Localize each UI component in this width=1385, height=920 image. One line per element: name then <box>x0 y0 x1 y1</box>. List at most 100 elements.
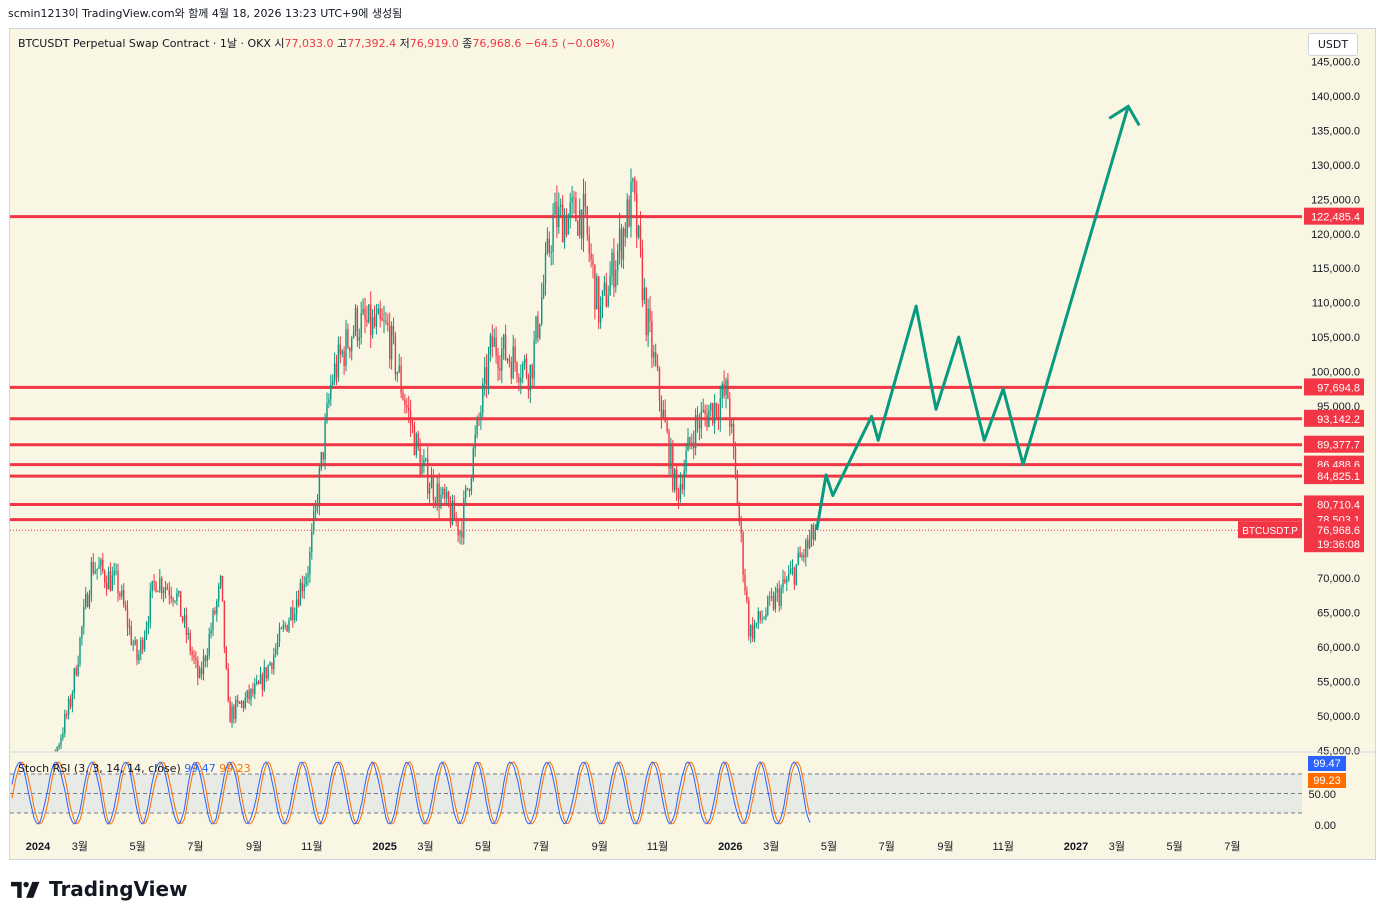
candle-body <box>394 335 397 375</box>
candle-body <box>586 207 588 235</box>
candle-body <box>237 699 239 702</box>
candle-body <box>107 571 110 590</box>
candle-body <box>206 655 208 662</box>
candle-body <box>510 361 512 379</box>
candle-body <box>396 372 398 375</box>
candle-body <box>60 737 62 746</box>
level-label-text: 80,710.4 <box>1317 499 1360 511</box>
candle-body <box>370 304 372 336</box>
candle-body <box>603 282 606 291</box>
candle-body <box>326 403 328 422</box>
candle-body <box>142 639 144 650</box>
candle-body <box>575 198 577 222</box>
candle-body <box>628 199 630 227</box>
candle-body <box>780 587 782 606</box>
y-tick-label: 145,000.0 <box>1311 57 1360 69</box>
candle-body <box>748 600 750 637</box>
candle-body <box>73 668 75 694</box>
candle-body <box>58 745 60 748</box>
stoch-legend: Stoch RSI (3, 3, 14, 14, close) 99.47 99… <box>18 762 251 775</box>
candle-body <box>763 618 765 620</box>
level-label-text: 93,142.2 <box>1317 414 1360 426</box>
candle-body <box>485 367 488 386</box>
candle-body <box>381 318 383 321</box>
level-label-text: 84,825.1 <box>1317 471 1360 483</box>
candle-body <box>176 593 178 601</box>
candle-body <box>313 511 315 532</box>
candle-body <box>784 579 786 583</box>
countdown-label: 19:36:08 <box>1317 539 1360 551</box>
candle-body <box>214 610 216 614</box>
candle-body <box>729 398 731 427</box>
x-tick-label: 9월 <box>937 840 953 853</box>
candle-body <box>86 594 89 607</box>
candle-body <box>793 567 796 585</box>
candle-body <box>601 290 604 306</box>
tradingview-logo[interactable]: TradingView <box>11 877 188 901</box>
candle-body <box>415 433 417 456</box>
candle-body <box>288 620 290 632</box>
x-tick-label: 3월 <box>72 840 88 853</box>
candle-body <box>383 320 385 322</box>
candle-body <box>411 424 414 426</box>
x-tick-label: 11월 <box>647 840 669 853</box>
candle-body <box>556 201 558 228</box>
candle-body <box>67 698 70 715</box>
candle-body <box>303 584 305 592</box>
candle-body <box>294 614 296 621</box>
candle-body <box>474 434 476 449</box>
candle-body <box>683 470 685 490</box>
currency-button[interactable]: USDT <box>1308 33 1358 56</box>
candle-body <box>373 317 376 326</box>
candle-body <box>174 600 176 602</box>
brand-name: TradingView <box>49 877 188 901</box>
candle-body <box>446 491 448 499</box>
candle-body <box>375 314 378 326</box>
candle-body <box>115 570 117 572</box>
candle-body <box>90 561 93 596</box>
candle-body <box>706 414 708 427</box>
candle-body <box>105 582 108 590</box>
candle-body <box>81 626 83 638</box>
symbol-name[interactable]: BTCUSDT Perpetual Swap Contract · 1날 · O… <box>18 37 271 50</box>
x-tick-label: 3월 <box>417 840 433 853</box>
candle-body <box>571 197 573 203</box>
candle-body <box>187 632 189 635</box>
candle-body <box>465 487 467 498</box>
candle-body <box>324 421 326 460</box>
candle-body <box>250 688 252 700</box>
candle-body <box>461 531 463 538</box>
candle-body <box>740 521 742 534</box>
candle-body <box>358 337 360 341</box>
candle-body <box>577 221 579 236</box>
candle-body <box>637 225 640 238</box>
candle-body <box>755 622 758 625</box>
candle-body <box>404 399 406 406</box>
stoch-label[interactable]: Stoch RSI (3, 3, 14, 14, close) <box>18 762 181 775</box>
candle-body <box>341 351 343 355</box>
close-label: 종 <box>462 37 473 50</box>
projection-arrowhead <box>1108 104 1141 127</box>
x-tick-label: 3월 <box>763 840 779 853</box>
candle-body <box>468 489 471 492</box>
candle-body <box>710 403 712 411</box>
candle-body <box>466 487 469 490</box>
candle-body <box>660 400 663 418</box>
x-tick-label: 2025 <box>372 841 396 853</box>
stoch-d-line <box>11 761 811 825</box>
candle-body <box>98 565 100 569</box>
candle-body <box>527 376 530 391</box>
candle-body <box>744 574 746 592</box>
candle-body <box>546 238 549 253</box>
candle-body <box>453 500 455 521</box>
candle-body <box>643 288 645 301</box>
candle-body <box>805 540 807 558</box>
open-label: 시 <box>274 37 285 50</box>
candle-body <box>328 399 330 404</box>
candle-body <box>516 362 518 378</box>
candle-body <box>252 688 254 694</box>
candle-body <box>712 403 714 424</box>
candle-body <box>769 597 771 599</box>
candle-body <box>579 209 581 236</box>
